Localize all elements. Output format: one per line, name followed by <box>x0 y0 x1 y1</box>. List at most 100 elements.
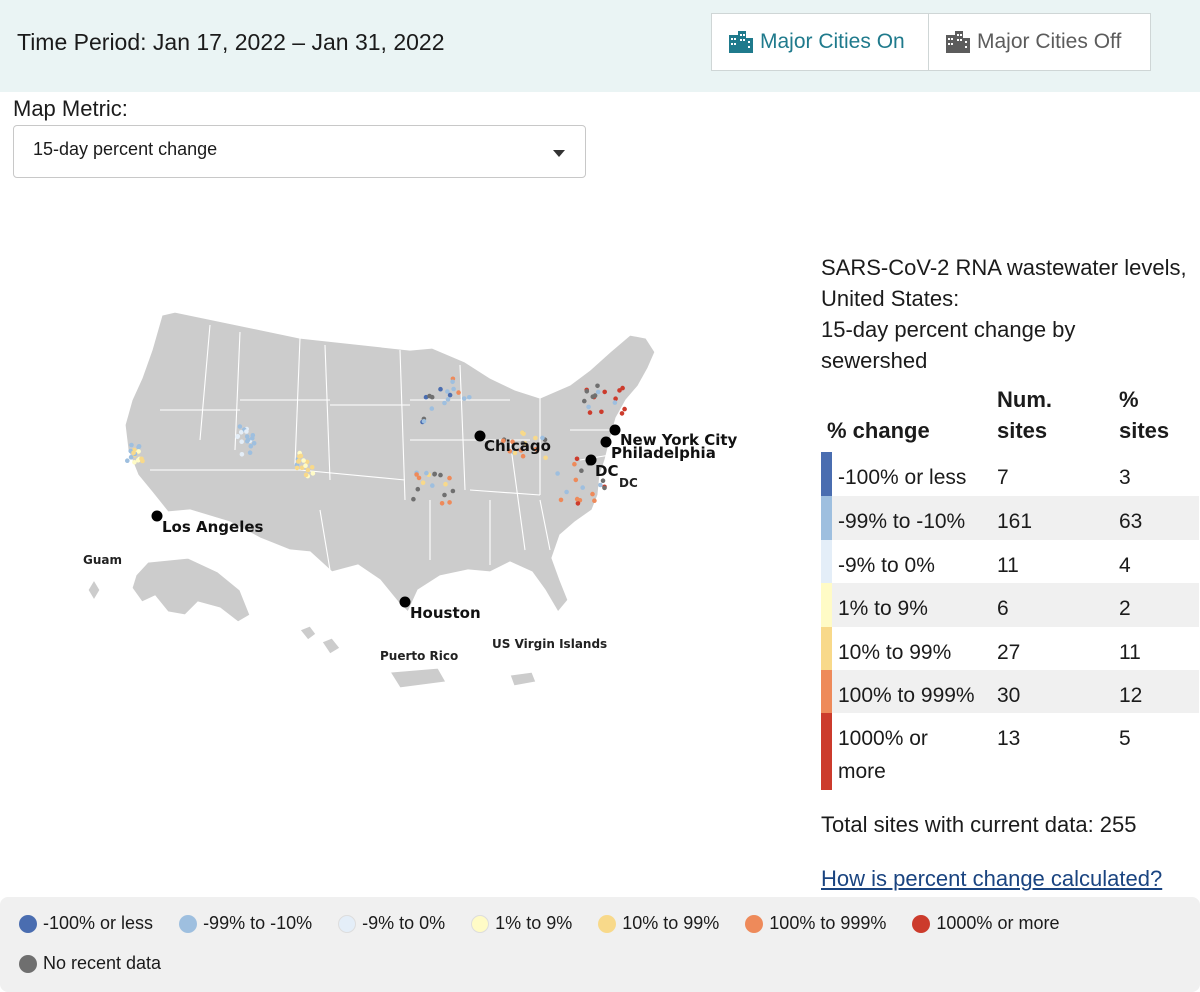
site-dot <box>136 449 141 454</box>
site-dot <box>414 472 419 477</box>
us-wastewater-map[interactable]: Chicago New York City Philadelphia DC DC… <box>70 290 790 710</box>
major-cities-off-button[interactable]: Major Cities Off <box>929 14 1150 70</box>
color-swatch <box>821 627 832 670</box>
total-sites: Total sites with current data: 255 <box>821 812 1137 837</box>
site-dot <box>501 438 506 444</box>
legend-item[interactable]: -100% or less <box>19 913 153 934</box>
site-dot <box>429 406 435 411</box>
site-dot <box>443 481 448 487</box>
city-marker-houston[interactable] <box>399 596 411 608</box>
bottom-legend-row: -100% or less -99% to -10% -9% to 0% 1% to … <box>19 913 1085 934</box>
site-dot <box>584 389 590 394</box>
site-dot <box>303 463 308 468</box>
row-range-label: 100% to 999% <box>838 684 975 707</box>
site-dot <box>574 456 580 462</box>
site-dot <box>451 386 456 392</box>
territory-labels: Guam Puerto Rico US Virgin Islands <box>83 553 607 663</box>
top-bar: Time Period: Jan 17, 2022 – Jan 31, 2022… <box>0 0 1200 92</box>
site-dot <box>587 410 593 415</box>
city-marker-dc[interactable] <box>585 454 597 466</box>
site-dot <box>572 461 577 467</box>
site-dot <box>411 496 416 502</box>
legend-item[interactable]: 100% to 999% <box>745 913 886 934</box>
table-row: -99% to -10% 161 63 <box>821 496 1199 540</box>
legend-dot <box>912 914 931 933</box>
table-header: % change Num. sites % sites <box>821 382 1199 452</box>
legend-dot <box>19 954 37 973</box>
site-dot <box>602 485 607 491</box>
major-cities-on-button[interactable]: Major Cities On <box>712 14 929 70</box>
chevron-down-icon <box>553 150 565 157</box>
site-dot <box>294 465 300 471</box>
site-dot <box>520 440 526 446</box>
site-dot <box>439 501 445 506</box>
how-calculated-link[interactable]: How is percent change calculated? <box>821 866 1163 891</box>
city-marker-philadelphia[interactable] <box>600 436 612 448</box>
legend-dot <box>598 914 617 933</box>
city-marker-chicago[interactable] <box>474 430 486 442</box>
site-dot <box>461 396 467 401</box>
row-num-sites: 6 <box>997 597 1009 620</box>
major-cities-on-label: Major Cities On <box>760 30 905 53</box>
row-num-sites: 30 <box>997 684 1021 707</box>
row-pct-sites: 3 <box>1119 466 1131 489</box>
site-dot <box>580 485 585 490</box>
site-dot <box>438 472 443 478</box>
site-dot <box>592 393 598 398</box>
site-dot <box>447 475 452 481</box>
color-swatch <box>821 713 832 790</box>
site-dot <box>415 486 421 492</box>
row-pct-sites: 12 <box>1119 684 1143 707</box>
city-label-philadelphia: Philadelphia <box>611 444 716 462</box>
site-dot <box>598 482 603 488</box>
city-marker-new-york-city[interactable] <box>609 424 621 436</box>
legend-item-no-data[interactable]: No recent data <box>19 953 161 974</box>
contiguous-us-shape <box>124 311 656 614</box>
percent-change-table: % change Num. sites % sites -100% or les… <box>821 382 1199 790</box>
site-dot <box>512 450 518 456</box>
row-num-sites: 13 <box>997 727 1021 750</box>
row-range-label: -9% to 0% <box>838 554 935 577</box>
site-dot <box>245 437 251 442</box>
legend-item[interactable]: 1000% or more <box>912 913 1059 934</box>
city-label-houston: Houston <box>410 604 481 622</box>
site-dot <box>442 492 447 498</box>
table-row: 1% to 9% 6 2 <box>821 583 1199 627</box>
site-dot <box>533 435 538 441</box>
site-dot <box>564 489 569 495</box>
site-dot <box>447 392 453 398</box>
site-dot <box>131 450 136 455</box>
legend-panel: SARS-CoV-2 RNA wastewater levels, United… <box>821 252 1199 376</box>
legend-item[interactable]: 1% to 9% <box>471 913 572 934</box>
site-dot <box>128 455 134 460</box>
legend-item[interactable]: -9% to 0% <box>338 913 445 934</box>
col-header-pct-sites: % sites <box>1119 382 1199 452</box>
site-dot <box>619 411 625 416</box>
color-swatch <box>821 452 832 496</box>
col-header-change: % change <box>827 418 930 443</box>
site-dot <box>129 442 134 448</box>
site-dot <box>447 500 452 505</box>
row-pct-sites: 11 <box>1119 641 1141 664</box>
site-dot <box>139 456 144 462</box>
legend-item-label: 1000% or more <box>936 913 1060 933</box>
site-dot <box>438 386 443 392</box>
site-dot <box>136 444 142 449</box>
site-dot <box>445 397 451 402</box>
row-num-sites: 11 <box>997 554 1019 577</box>
territory-label-guam: Guam <box>83 553 122 567</box>
legend-item-label: No recent data <box>43 953 162 973</box>
legend-item[interactable]: 10% to 99% <box>598 913 719 934</box>
site-dot <box>582 398 587 404</box>
col-header-num-line1: Num. <box>997 387 1052 412</box>
site-dot <box>424 470 429 476</box>
city-marker-los-angeles[interactable] <box>151 510 163 522</box>
map-metric-select[interactable]: 15-day percent change <box>13 125 586 178</box>
color-swatch <box>821 496 832 540</box>
legend-item[interactable]: -99% to -10% <box>179 913 312 934</box>
col-header-num-sites: Num. sites <box>997 382 1119 452</box>
city-markers: Chicago New York City Philadelphia DC DC… <box>151 424 738 622</box>
site-dot <box>600 478 606 483</box>
site-dot <box>450 379 455 385</box>
site-dot <box>442 400 447 406</box>
